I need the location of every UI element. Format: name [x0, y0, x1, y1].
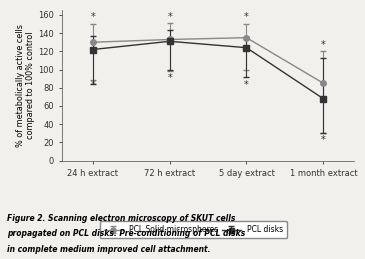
- Text: *: *: [321, 135, 326, 145]
- Text: in complete medium improved cell attachment.: in complete medium improved cell attachm…: [7, 245, 211, 254]
- Legend: PCL Solid microspheres, PCL disks: PCL Solid microspheres, PCL disks: [100, 221, 287, 238]
- Text: *: *: [321, 40, 326, 51]
- Text: *: *: [91, 81, 95, 90]
- Text: *: *: [167, 73, 172, 83]
- Text: *: *: [91, 12, 95, 22]
- Text: propagated on PCL disks. Pre-conditioning of PCL disks: propagated on PCL disks. Pre-conditionin…: [7, 229, 246, 238]
- Text: *: *: [244, 81, 249, 90]
- Text: *: *: [244, 12, 249, 22]
- Text: Figure 2. Scanning electron microscopy of SKUT cells: Figure 2. Scanning electron microscopy o…: [7, 214, 236, 223]
- Text: *: *: [167, 12, 172, 22]
- Y-axis label: % of metabolically active cells
compared to 100% control: % of metabolically active cells compared…: [16, 24, 35, 147]
